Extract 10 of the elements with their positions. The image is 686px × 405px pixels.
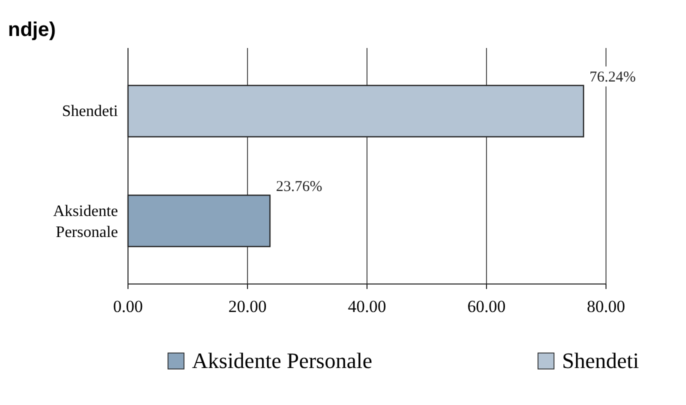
x-tick-label: 80.00 (586, 297, 626, 316)
x-tick-label: 20.00 (228, 297, 267, 316)
x-tick-label: 40.00 (348, 297, 386, 316)
data-label: 76.24% (590, 69, 636, 86)
x-tick-label: 60.00 (467, 297, 506, 316)
chart-title: ndje) (8, 19, 56, 41)
data-label: 23.76% (276, 179, 322, 196)
x-tick-label: 0.00 (113, 297, 143, 316)
legend-label: Shendeti (562, 348, 639, 373)
legend-label: Aksidente Personale (192, 348, 372, 373)
